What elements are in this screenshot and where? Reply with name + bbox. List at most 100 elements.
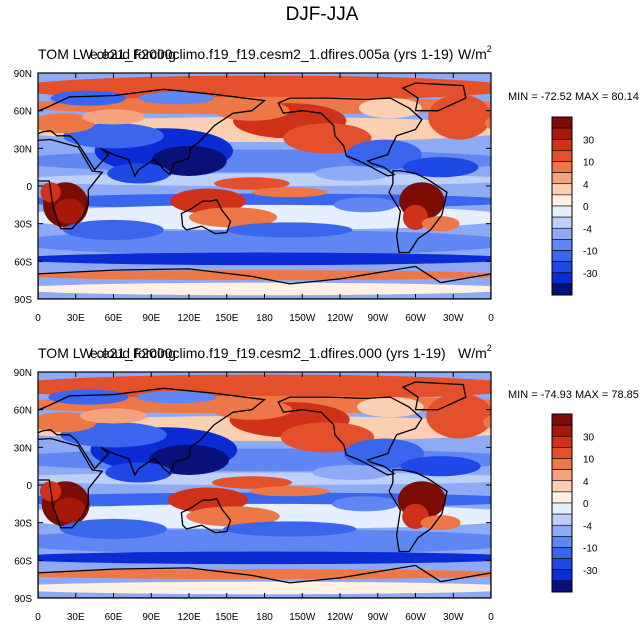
top-field-patch [82,109,145,125]
top-field-patch [465,211,491,223]
top-field-patch [465,176,491,183]
top-x-tick-label: 150E [215,313,239,324]
top-x-tick-label: 90E [142,313,160,324]
bottom-field-patch [38,551,491,565]
top-field-patch [54,198,85,224]
top-field-patch [50,90,127,106]
bottom-colorbar-box [551,413,573,426]
top-coastline-namerica [277,97,423,177]
bottom-x-tick-label: 30W [443,612,464,623]
top-panel-title-left: TOM LW cloud forcing [38,46,176,62]
bottom-colorbar-label: -30 [583,566,598,577]
bottom-x-tick-label: 180 [256,612,273,623]
top-y-tick-label: 90S [14,295,32,306]
bottom-minmax: MIN = -74.93 MAX = 78.85 [508,389,639,401]
top-colorbar-box [551,183,573,196]
top-field-patch [189,207,278,228]
top-colorbar-label: 30 [583,135,595,146]
bottom-colorbar-box [551,491,573,504]
top-field-patch [465,256,491,262]
top-field-patch [465,101,491,110]
bottom-field-patch [38,584,79,592]
top-colorbar-label: 4 [583,180,589,191]
top-colorbar-box [551,205,573,218]
bottom-coastline-antarctica [38,564,491,598]
top-panel-units: W/m2 [458,44,492,62]
bottom-colorbar-box [551,447,573,459]
bottom-min-label: MIN = -74.93 [508,389,572,401]
top-colorbar-box [551,261,573,274]
bottom-field-patch [38,554,79,562]
top-field-patch [465,237,491,248]
top-field-patch [38,113,95,134]
top-colorbar-box [551,272,573,285]
top-colorbar-label: -30 [583,269,598,280]
bottom-field-patch [38,453,79,466]
top-field-patch [63,219,164,240]
bottom-x-tick-label: 0 [35,612,41,623]
bottom-field-patch [80,408,147,424]
top-coastline-samerica [388,170,448,254]
bottom-units-exp: 2 [486,343,492,353]
top-coastline-australia [180,199,232,235]
bottom-y-tick-label: 90N [14,368,32,379]
bottom-field-patch [450,571,491,577]
top-y-tick-label: 60S [14,257,32,268]
top-field-patch [346,139,422,170]
bottom-colorbar: 30 10 4 0 -4 -10 -30 [551,413,598,593]
bottom-field-patch [450,509,491,524]
top-field-patch [38,256,64,262]
top-field-patch [333,197,397,213]
top-coastline-africa [38,138,104,230]
bottom-coastline-greenland [401,381,467,411]
bottom-field-patch [60,518,167,539]
top-x-tick-label: 150W [289,313,316,324]
top-field-patch [38,282,491,296]
top-colorbar-box [551,150,573,162]
bottom-field-patch [450,534,491,549]
bottom-field-patch [38,534,79,549]
top-field-patch [358,98,422,119]
bottom-map: 0 30E 60E 90E 120E 150E 180 150W 120W 90W 60W 30W 09… [14,368,495,623]
top-field-patch [151,145,227,176]
bottom-panel-title-case: e.e21_F2000climo.f19_f19.cesm2_1.dfires.… [90,345,446,361]
bottom-field-patch [136,390,217,404]
bottom-colorbar-box [551,547,573,559]
bottom-field-patch [450,475,491,483]
top-coastline-greenland [401,82,467,112]
top-field-patch [428,94,491,140]
bottom-x-tick-label: 0 [488,612,494,623]
top-coastline-eurasia [38,88,267,178]
top-field-patch [465,286,491,292]
top-field-patch [38,252,491,266]
bottom-colorbar-label: -4 [583,521,592,532]
top-colorbar-frame [551,116,573,296]
top-field-patch [314,165,391,181]
bottom-field-patch [38,581,491,595]
bottom-colorbar-label: -10 [583,544,598,555]
top-field-patch [421,216,460,232]
top-colorbar-box [551,161,573,173]
top-field-patch [38,155,64,166]
bottom-panel-units: W/m2 [458,343,492,361]
bottom-colorbar-box [551,558,573,571]
top-coastline-antarctica [38,265,491,299]
bottom-colorbar-box [551,469,573,482]
bottom-field-patch [450,554,491,562]
top-units-base: W/m [458,46,487,62]
top-colorbar-label: -10 [583,247,598,258]
bottom-colorbar-box [551,502,573,515]
top-colorbar-box [551,138,573,151]
top-x-tick-label: 90W [367,313,388,324]
top-panel-title-case: e.e21_F2000climo.f19_f19.cesm2_1.dfires.… [90,46,454,62]
bottom-y-tick-label: 30S [14,519,32,530]
bottom-y-tick-label: 90S [14,594,32,605]
top-x-tick-label: 60E [105,313,123,324]
bottom-max-label: MAX = 78.85 [574,389,639,401]
top-field-patch [214,177,290,190]
top-colorbar-box [551,227,573,240]
top-field-patch [63,123,164,149]
top-colorbar-box [551,239,573,251]
bottom-field-patch [53,497,86,523]
